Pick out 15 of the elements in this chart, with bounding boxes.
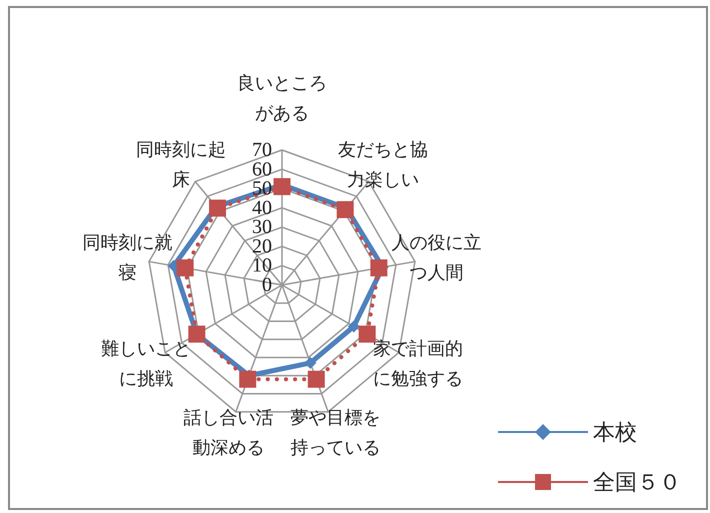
spoke-label: 友だちと協力楽しい [338,140,428,190]
spoke-label: 難しいことに挑戦 [101,338,192,388]
spoke-label: 同時刻に起床 [136,140,226,190]
spoke-label: 夢や目標を持っている [290,408,381,458]
spoke-label: 人の役に立つ人間 [392,232,482,283]
spoke-label: 良いところがある [237,73,327,123]
legend-label: 本校 [593,420,637,444]
y-tick-label: 10 [252,254,272,277]
spoke-label: 同時刻に就寝 [82,232,172,283]
y-tick-label: 60 [252,158,272,180]
spoke-label: 家で計画的に勉強する [372,338,463,388]
legend-label: 全国５０ [593,470,681,494]
y-tick-label: 0 [262,274,272,296]
y-tick-label: 70 [252,139,272,161]
spoke-label: 話し合い活動深める [183,408,274,458]
